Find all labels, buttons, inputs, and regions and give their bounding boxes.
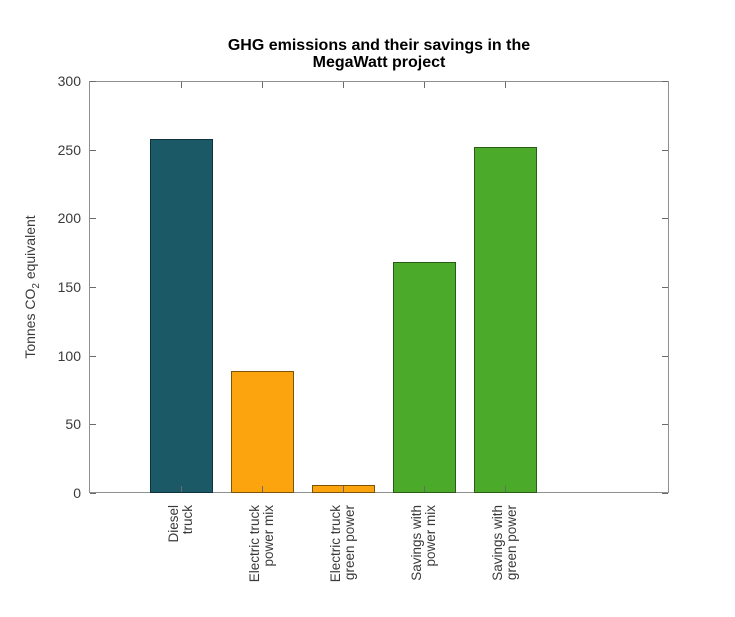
- bar-diesel-truck: [149, 139, 213, 493]
- y-tick-mark-left-300: [90, 81, 96, 82]
- x-tick-label-line: Savings with: [490, 505, 505, 581]
- y-tick-mark-left-0: [90, 493, 96, 494]
- x-tick-label-diesel-truck: Diesel truck: [166, 505, 195, 617]
- x-tick-mark-top-5: [505, 82, 506, 88]
- x-tick-label-electric-truck-green-power: Electric truck green power: [328, 505, 357, 617]
- x-tick-label-savings-with-power-mix: Savings with power mix: [409, 505, 438, 617]
- x-tick-label-line: power mix: [261, 505, 276, 567]
- y-tick-mark-left-150: [90, 287, 96, 288]
- chart-title-line2: MegaWatt project: [312, 54, 446, 71]
- y-tick-label-150: 150: [57, 279, 81, 295]
- y-tick-mark-right-250: [662, 150, 668, 151]
- y-tick-mark-left-250: [90, 150, 96, 151]
- y-tick-mark-left-100: [90, 356, 96, 357]
- chart-title: GHG emissions and their savings in the M…: [89, 37, 669, 71]
- y-tick-mark-right-200: [662, 218, 668, 219]
- y-tick-mark-right-50: [662, 424, 668, 425]
- y-tick-label-50: 50: [65, 416, 81, 432]
- y-tick-mark-left-200: [90, 218, 96, 219]
- x-tick-label-line: green power: [342, 505, 357, 581]
- y-tick-mark-right-300: [662, 81, 668, 82]
- x-tick-label-savings-with-green-power: Savings with green power: [490, 505, 519, 617]
- x-tick-label-line: Savings with: [409, 505, 424, 581]
- y-tick-label-250: 250: [57, 142, 81, 158]
- x-tick-mark-top-4: [424, 82, 425, 88]
- x-tick-mark-bottom-1: [181, 486, 182, 492]
- x-tick-mark-bottom-3: [343, 486, 344, 492]
- x-tick-mark-bottom-5: [505, 486, 506, 492]
- x-tick-label-line: green power: [504, 505, 519, 581]
- x-tick-label-line: Electric truck: [328, 505, 343, 583]
- x-tick-label-electric-truck-power-mix: Electric truck power mix: [247, 505, 276, 617]
- y-tick-label-100: 100: [57, 348, 81, 364]
- x-tick-label-line: truck: [180, 505, 195, 535]
- x-tick-mark-top-3: [343, 82, 344, 88]
- x-tick-mark-top-2: [262, 82, 263, 88]
- x-tick-mark-top-1: [181, 82, 182, 88]
- x-tick-label-line: Electric truck: [247, 505, 262, 583]
- y-tick-mark-right-100: [662, 356, 668, 357]
- y-tick-mark-left-50: [90, 424, 96, 425]
- x-tick-mark-bottom-4: [424, 486, 425, 492]
- x-tick-label-line: power mix: [423, 505, 438, 567]
- y-tick-mark-right-0: [662, 493, 668, 494]
- chart-title-line1: GHG emissions and their savings in the: [227, 37, 531, 54]
- y-tick-mark-right-150: [662, 287, 668, 288]
- bar-savings-with-power-mix: [392, 262, 456, 493]
- y-tick-label-0: 0: [73, 485, 81, 501]
- plot-area-frame: [89, 81, 669, 493]
- y-tick-label-300: 300: [57, 73, 81, 89]
- bar-electric-truck-power-mix: [230, 371, 294, 493]
- x-tick-label-line: Diesel: [166, 505, 181, 543]
- bar-savings-with-green-power: [473, 147, 537, 493]
- y-tick-label-200: 200: [57, 210, 81, 226]
- x-tick-mark-bottom-2: [262, 486, 263, 492]
